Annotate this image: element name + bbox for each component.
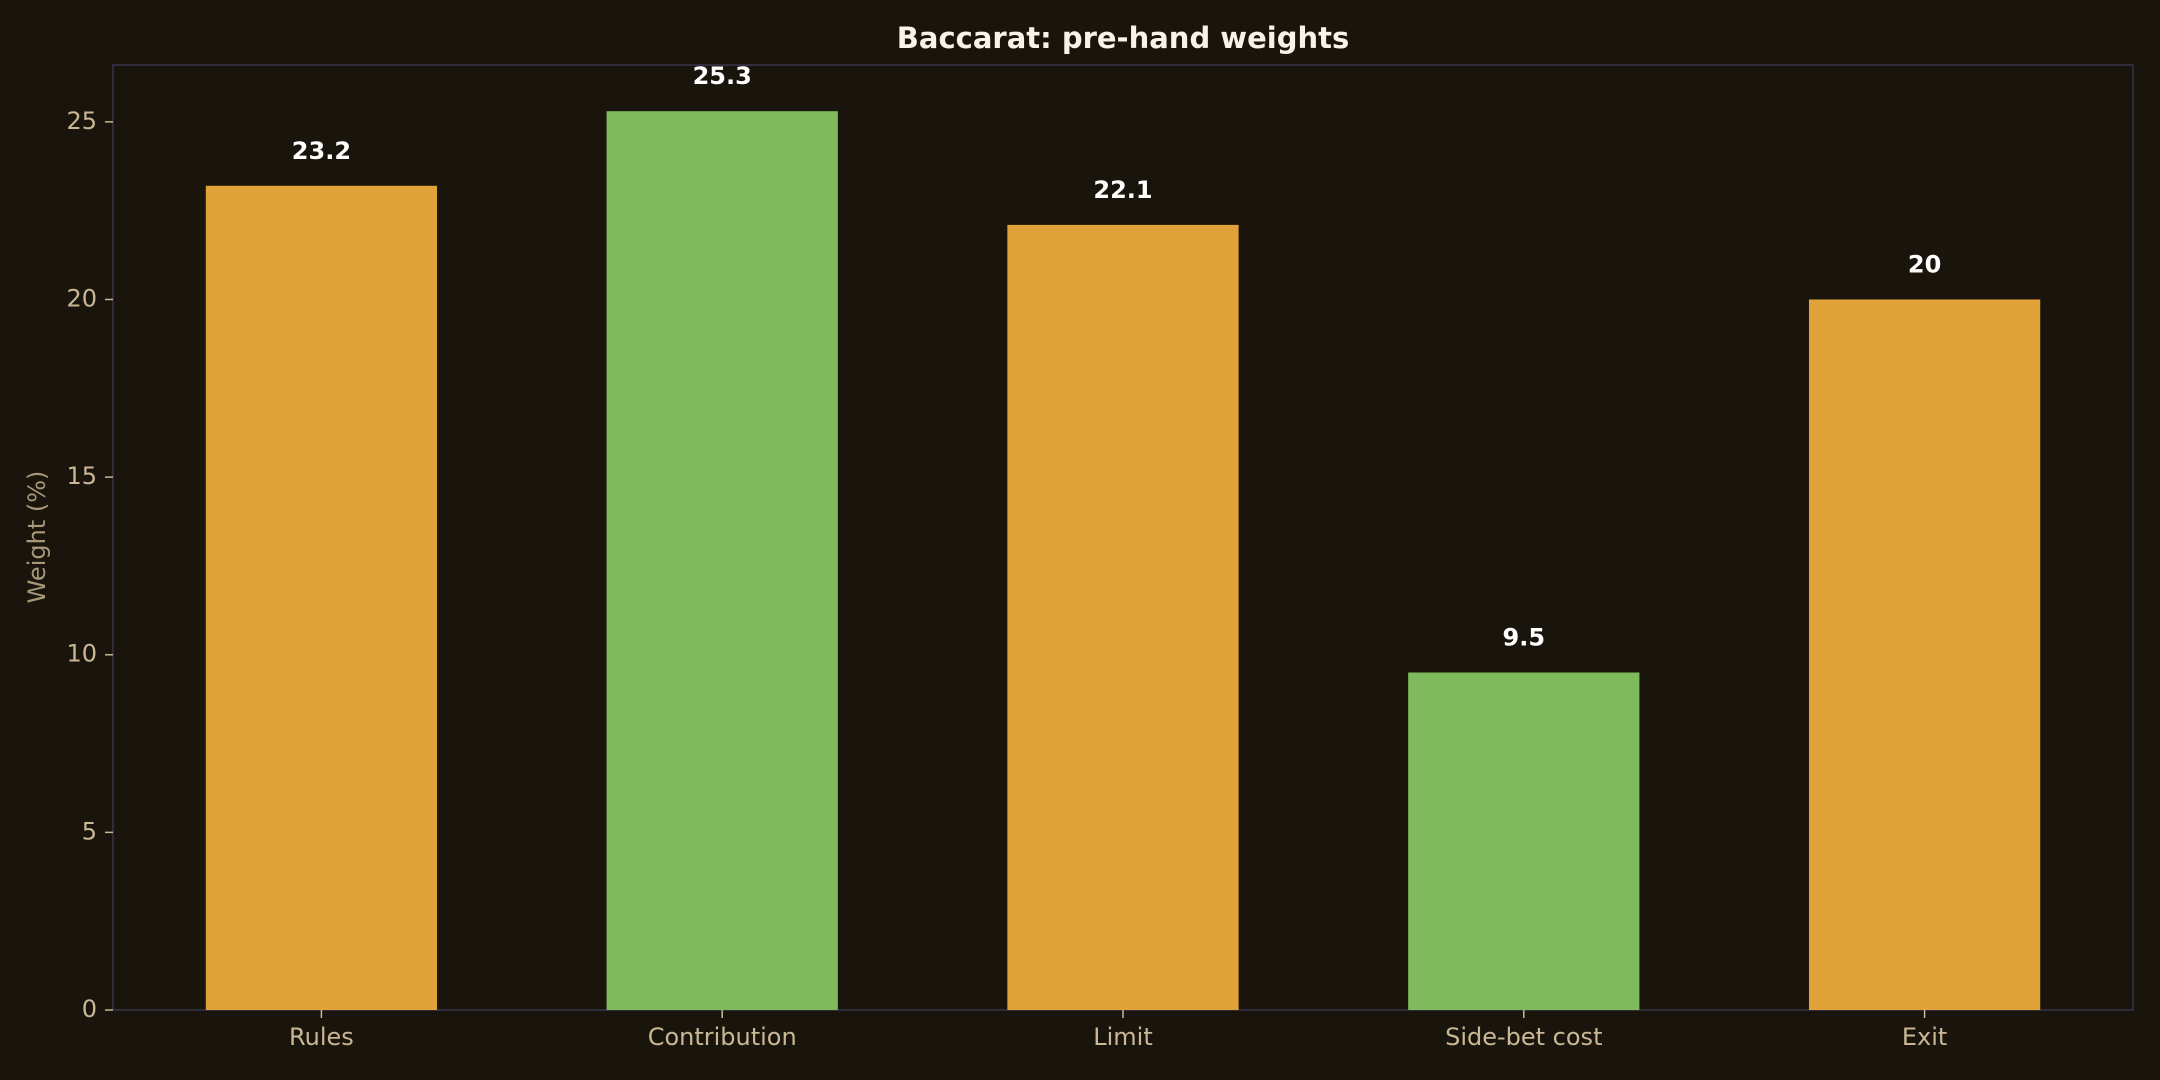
y-tick-label: 10 [66,640,97,668]
x-tick-label: Side-bet cost [1445,1023,1602,1051]
value-label: 22.1 [1093,176,1152,204]
bar [205,185,438,1010]
y-tick-label: 0 [82,995,97,1023]
x-tick-label: Limit [1093,1023,1153,1051]
value-label: 25.3 [693,62,752,90]
y-tick-label: 15 [66,462,97,490]
y-tick-label: 20 [66,284,97,312]
value-label: 23.2 [292,137,351,165]
y-tick-label: 5 [82,817,97,845]
value-label: 20 [1908,250,1941,278]
x-tick-label: Rules [289,1023,354,1051]
bar [606,111,838,1011]
bar [1808,299,2041,1010]
value-label: 9.5 [1503,624,1546,652]
y-tick-label: 25 [66,107,97,135]
bar [1408,672,1640,1010]
y-axis-label: Weight (%) [23,471,51,604]
x-tick-label: Contribution [648,1023,797,1051]
bar [1007,224,1239,1011]
x-tick-label: Exit [1902,1023,1947,1051]
chart-title: Baccarat: pre-hand weights [897,21,1349,55]
